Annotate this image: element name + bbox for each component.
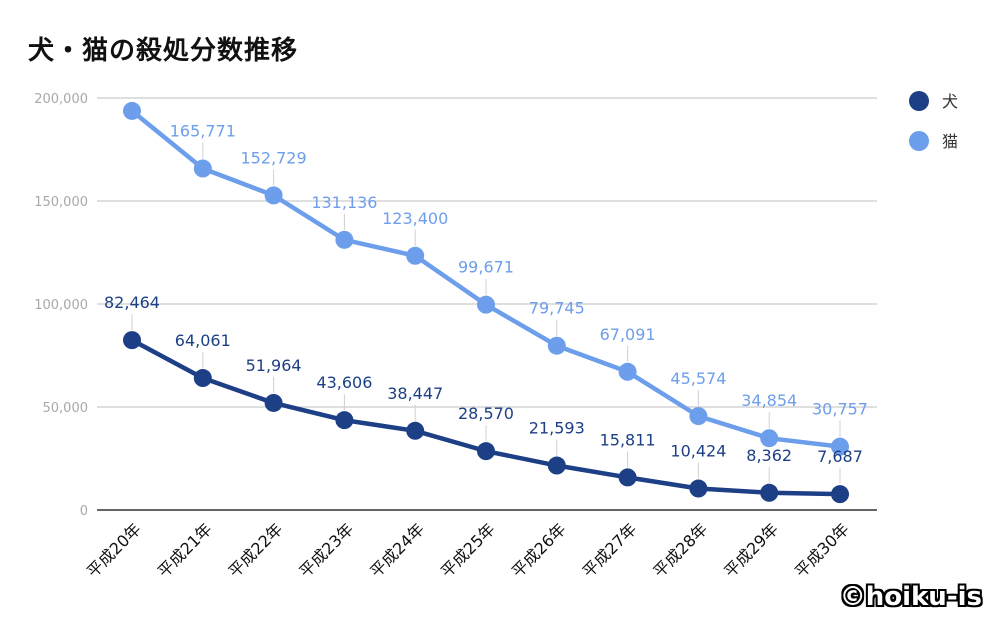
data-label: 82,464 [104,293,160,312]
y-tick-label: 200,000 [34,92,88,107]
data-point [831,485,849,504]
data-point [689,479,708,498]
data-label: 21,593 [529,419,585,438]
legend-marker [909,131,929,151]
y-tick-label: 0 [80,504,88,519]
data-point [193,369,212,388]
data-label: 123,400 [382,209,448,228]
data-point [406,421,425,440]
data-label: 30,757 [812,400,868,419]
data-label: 15,811 [600,430,656,449]
data-label: 8,362 [746,446,792,465]
data-point [760,429,779,448]
x-tick-label: 平成21年 [154,519,216,581]
data-point [406,246,425,265]
data-label: 28,570 [458,404,514,423]
legend-label: 猫 [942,132,958,151]
data-label: 51,964 [246,356,302,375]
y-tick-label: 100,000 [34,298,88,313]
data-point [760,483,779,502]
data-label: 7,687 [817,447,863,466]
x-tick-label: 平成25年 [437,519,499,581]
x-tick-label: 平成29年 [720,519,782,581]
data-label: 10,424 [670,442,726,461]
data-label: 165,771 [170,122,236,141]
data-label: 99,671 [458,258,514,277]
credit-watermark: ©hoiku-is [839,582,982,612]
data-point [123,331,141,350]
data-label: 64,061 [175,331,231,350]
data-point [477,295,495,314]
x-tick-label: 平成26年 [508,519,570,581]
data-point [264,393,283,412]
data-label: 152,729 [241,148,307,167]
data-label: 43,606 [316,373,372,392]
x-axis-ticks: 平成20年 平成21年 平成22年 平成23年 平成24年 平成25年 平成26年 平成27年… [83,519,853,581]
data-point [547,456,566,475]
y-tick-label: 50,000 [43,401,89,416]
data-label: 67,091 [600,325,656,344]
x-tick-label: 平成30年 [791,519,853,581]
data-point [831,437,849,456]
data-label: 131,136 [311,193,377,212]
y-axis-ticks: 0 50,000 100,000 150,000 200,000 [34,92,88,519]
data-point [264,186,283,205]
legend-label: 犬 [942,92,958,111]
data-label: 45,574 [670,369,726,388]
chart-title: 犬・猫の殺処分数推移 [28,36,299,66]
data-point [123,101,141,120]
data-label: 79,745 [529,299,585,318]
data-point [618,468,637,487]
data-labels: 82,464 64,061 51,964 43,606 38,447 28,570 21,5… [104,122,868,485]
legend-marker [909,91,929,111]
x-tick-label: 平成27年 [579,519,641,581]
data-label: 38,447 [387,384,443,403]
data-point [618,362,637,381]
y-tick-label: 150,000 [34,195,88,210]
x-tick-label: 平成23年 [295,519,357,581]
data-point [193,159,212,178]
data-point [335,411,354,430]
x-tick-label: 平成22年 [225,519,287,581]
x-tick-label: 平成24年 [366,519,428,581]
legend: 犬猫 [909,91,958,151]
x-tick-label: 平成20年 [83,519,145,581]
x-tick-label: 平成28年 [649,519,711,581]
data-point [477,442,495,461]
data-point [335,230,354,249]
series [123,101,849,504]
data-point [689,407,708,426]
data-point [547,336,566,355]
data-label: 34,854 [741,391,797,410]
